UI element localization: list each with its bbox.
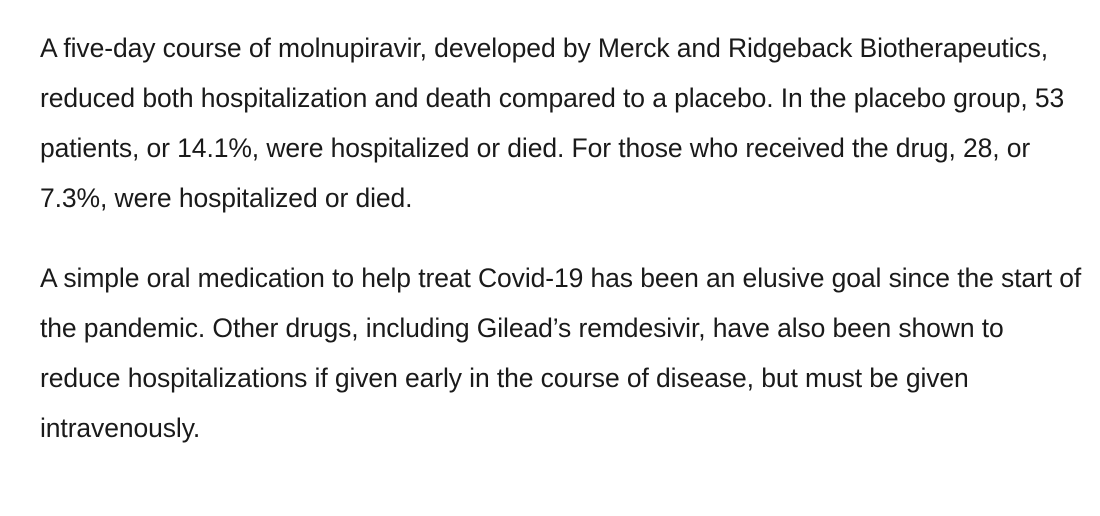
article-paragraph-1: A five-day course of molnupiravir, devel…: [40, 33, 1065, 213]
article-body: A five-day course of molnupiravir, devel…: [40, 23, 1088, 453]
article-paragraph-2: A simple oral medication to help treat C…: [40, 263, 1082, 443]
